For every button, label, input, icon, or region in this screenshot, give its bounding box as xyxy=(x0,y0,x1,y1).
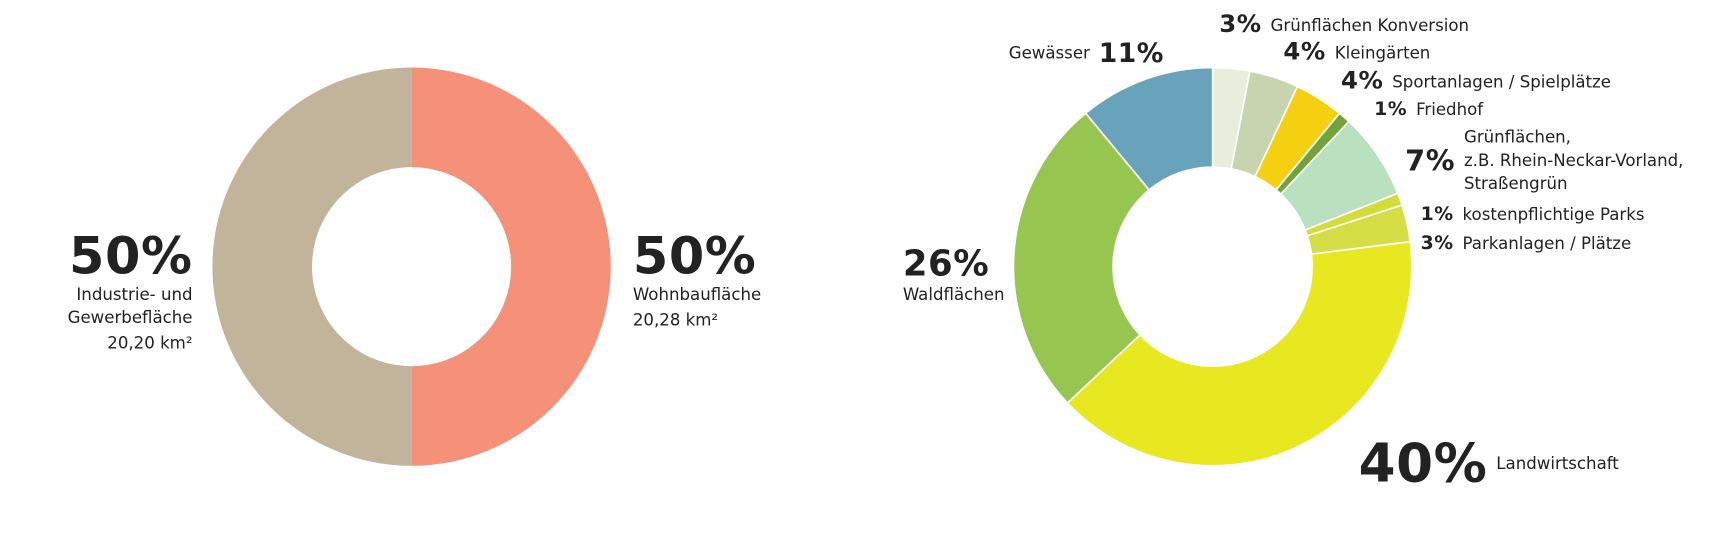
slice-label: 26% Waldflächen xyxy=(903,246,1005,307)
percent-label: 26% xyxy=(902,242,990,285)
area-label: 20,28 km² xyxy=(632,309,719,330)
category-label: kostenpflichtige Parks xyxy=(1462,204,1645,225)
slice-label: 3% Grünflächen Konversion xyxy=(1219,13,1469,37)
percent-label: 1% xyxy=(1420,203,1454,226)
percent-label: 1% xyxy=(1374,98,1408,121)
category-label: Wohnbaufläche xyxy=(632,284,762,305)
category-label: Waldflächen xyxy=(902,284,1005,305)
percent-label: 4% xyxy=(1283,38,1326,67)
percent-label: 40% xyxy=(1358,432,1488,495)
category-label: Gewässer xyxy=(1008,42,1090,63)
slice-label: 11% Gewässer xyxy=(1009,40,1164,67)
slice-label: 3% Parkanlagen / Plätze xyxy=(1421,232,1632,255)
slice-label: 50% Wohnbaufläche 20,28 km² xyxy=(633,230,761,332)
category-label: Grünflächen Konversion xyxy=(1270,14,1470,35)
slice-label: 7% Grünflächen, z.B. Rhein-Neckar-Vorland… xyxy=(1405,126,1683,196)
percent-label: 11% xyxy=(1098,37,1164,69)
slice-label: 1% kostenpflichtige Parks xyxy=(1421,204,1645,227)
percent-label: 4% xyxy=(1340,67,1384,96)
slice-label: 50% Industrie- und Gewerbefläche 20,20 km² xyxy=(68,230,193,355)
category-label: Industrie- und Gewerbefläche xyxy=(67,284,193,328)
percent-label: 3% xyxy=(1219,11,1262,39)
donut-slice xyxy=(1066,240,1413,467)
percent-label: 50% xyxy=(69,225,193,286)
category-label: Friedhof xyxy=(1416,99,1484,120)
slice-label: 4% Sportanlagen / Spielplätze xyxy=(1340,67,1611,96)
slice-label: 4% Kleingärten xyxy=(1283,38,1431,67)
donut-slice xyxy=(212,67,412,466)
donut-slice xyxy=(411,67,611,466)
category-label: Grünflächen, z.B. Rhein-Neckar-Vorland, … xyxy=(1463,127,1684,194)
category-label: Sportanlagen / Spielplätze xyxy=(1392,71,1611,92)
donut-slice xyxy=(1084,66,1214,192)
donut-slice xyxy=(1012,112,1151,405)
category-label: Landwirtschaft xyxy=(1496,453,1619,473)
percent-label: 3% xyxy=(1420,232,1454,255)
percent-label: 7% xyxy=(1405,144,1456,178)
percent-label: 50% xyxy=(632,225,757,286)
category-label: Kleingärten xyxy=(1334,42,1431,63)
category-label: Parkanlagen / Plätze xyxy=(1462,233,1632,254)
slice-label: 1% Friedhof xyxy=(1374,98,1483,121)
slice-label: 40% Landwirtschaft xyxy=(1359,437,1619,490)
area-label: 20,20 km² xyxy=(107,333,193,353)
